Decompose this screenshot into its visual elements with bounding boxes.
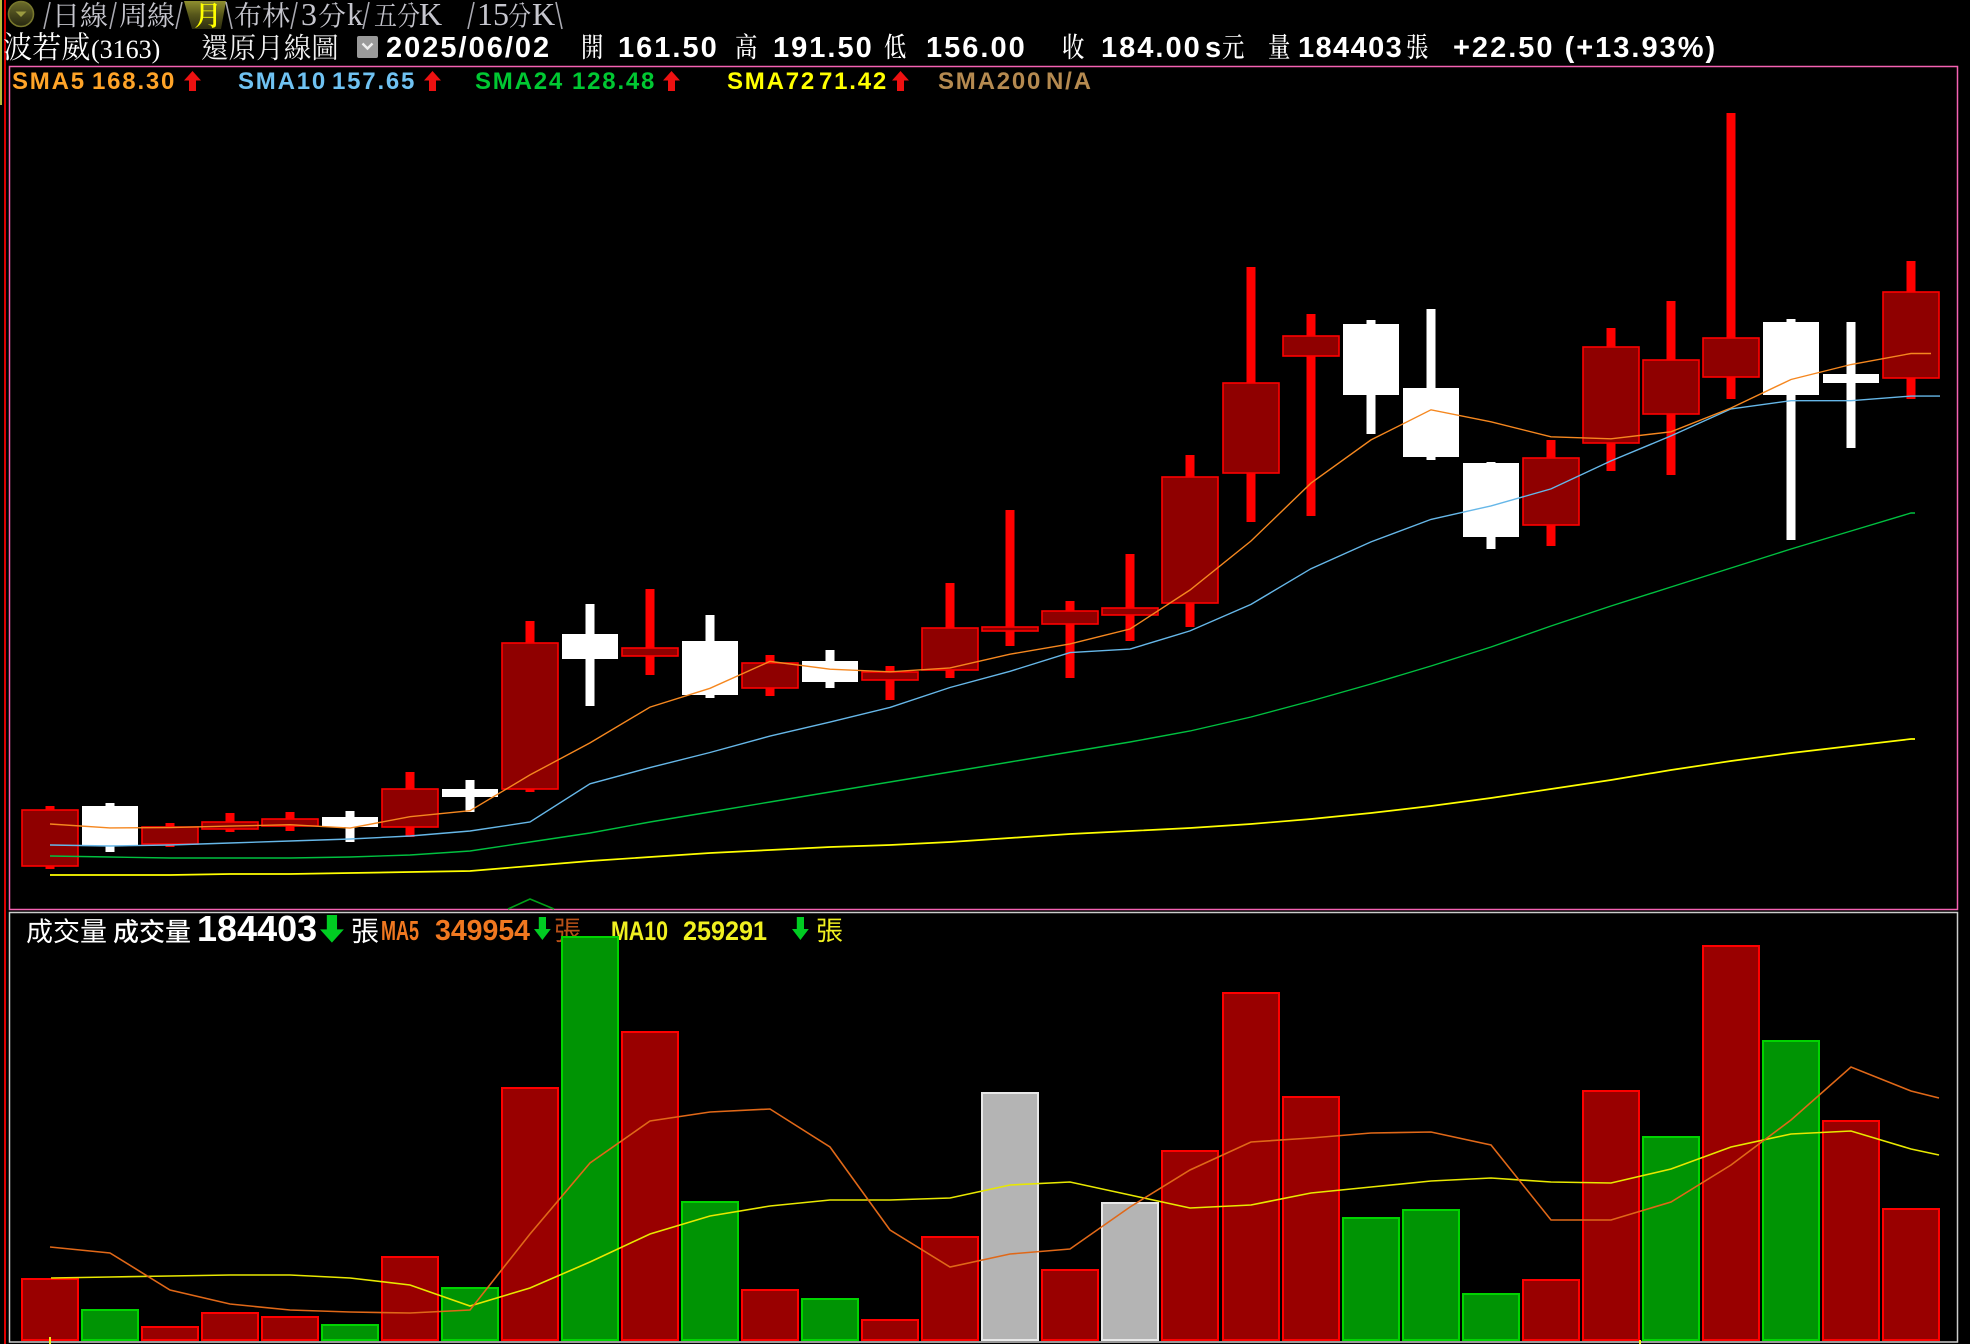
svg-text:184403: 184403	[197, 908, 317, 949]
svg-text:+22.50 (+13.93%): +22.50 (+13.93%)	[1453, 32, 1717, 64]
svg-text:MA5: MA5	[381, 915, 419, 946]
svg-text:157.65: 157.65	[332, 68, 416, 95]
svg-text:SMA24: SMA24	[475, 68, 564, 95]
svg-text:71.42: 71.42	[819, 68, 888, 95]
svg-text:191.50: 191.50	[773, 32, 874, 64]
svg-text:K: K	[419, 0, 442, 32]
svg-text:3: 3	[301, 0, 317, 32]
svg-text:349954: 349954	[435, 915, 530, 947]
svg-text:N/A: N/A	[1046, 68, 1093, 95]
svg-text:128.48: 128.48	[572, 68, 656, 95]
svg-text:SMA72: SMA72	[727, 68, 816, 95]
svg-text:168.30: 168.30	[92, 68, 176, 95]
svg-text:k: k	[347, 0, 363, 32]
svg-text:2025/06/02: 2025/06/02	[386, 32, 551, 64]
svg-text:184.00: 184.00	[1101, 32, 1202, 64]
svg-text:K: K	[532, 0, 555, 32]
svg-text:(3163): (3163)	[91, 35, 160, 64]
svg-text:184403: 184403	[1298, 32, 1403, 64]
svg-text:259291: 259291	[683, 916, 767, 946]
svg-text:MA10: MA10	[611, 916, 668, 946]
svg-text:SMA10: SMA10	[238, 68, 327, 95]
svg-text:SMA200: SMA200	[938, 68, 1042, 95]
svg-text:156.00: 156.00	[926, 32, 1027, 64]
svg-text:15: 15	[477, 0, 509, 32]
svg-text:161.50: 161.50	[618, 32, 719, 64]
svg-text:s: s	[1205, 32, 1223, 64]
svg-text:SMA5: SMA5	[12, 68, 86, 95]
